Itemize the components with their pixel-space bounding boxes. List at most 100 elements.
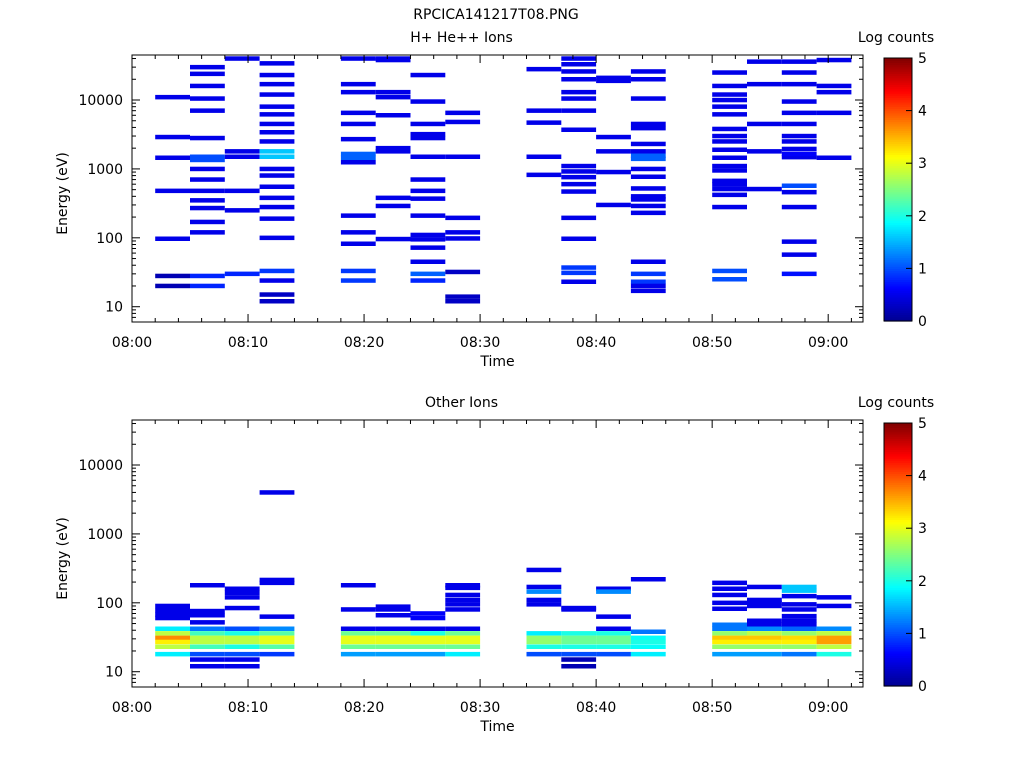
colorbar-segment (884, 174, 912, 177)
heatmap-cell (190, 166, 225, 172)
heatmap-cell (712, 277, 747, 282)
x-tick-label: 08:10 (228, 700, 268, 716)
heatmap-cell (712, 622, 747, 627)
heatmap-cell (816, 83, 852, 89)
heatmap-cell (190, 219, 225, 225)
colorbar-segment (884, 202, 912, 206)
heatmap-cell (190, 71, 225, 77)
colorbar-segment (884, 163, 912, 166)
colorbar-segment (884, 119, 912, 123)
y-tick-label: 1000 (87, 162, 123, 178)
heatmap-cell (561, 644, 597, 649)
colorbar-segment (884, 550, 912, 553)
colorbar-segment (884, 99, 912, 103)
colorbar-segment (884, 215, 912, 219)
heatmap-cell (445, 236, 481, 241)
colorbar-frame (883, 57, 913, 322)
heatmap-cell (259, 173, 295, 178)
heatmap-cell (340, 160, 376, 165)
heatmap-cell (259, 292, 295, 297)
colorbar-segment (884, 58, 912, 61)
heatmap-cell (561, 631, 597, 636)
panel-title: H+ He++ Ions (410, 30, 513, 46)
figure-title: RPCICA141217T08.PNG (413, 7, 578, 23)
heatmap-cell (259, 631, 295, 636)
heatmap-cell (340, 121, 376, 127)
heatmap-cell (224, 664, 260, 669)
heatmap-cell (410, 631, 446, 636)
heatmap-cell (410, 278, 446, 283)
colorbar-segment (884, 121, 912, 125)
heatmap-cell (747, 644, 782, 649)
heatmap-cells (155, 490, 852, 669)
heatmap-cell (561, 169, 597, 174)
heatmap-cell (190, 644, 225, 649)
heatmap-cell (712, 147, 747, 152)
heatmap-cell (747, 639, 782, 645)
heatmap-cell (190, 64, 225, 70)
heatmap-cell (781, 139, 817, 144)
colorbar-segment (884, 593, 912, 597)
heatmap-cell (747, 626, 782, 631)
heatmap-cell (224, 595, 260, 600)
heatmap-cell (190, 613, 225, 618)
heatmap-cell (410, 154, 446, 159)
heatmap-cell (816, 651, 852, 657)
heatmap-cell (526, 567, 562, 573)
heatmap-cell (712, 204, 747, 210)
colorbar-tick-label: 3 (918, 156, 927, 172)
heatmap-cell (712, 606, 747, 611)
colorbar-segment (884, 633, 912, 637)
colorbar-segment (884, 285, 912, 289)
heatmap-cell (410, 188, 446, 194)
heatmap-cell (630, 121, 666, 127)
heatmap-cell (259, 92, 295, 97)
colorbar-segment (884, 139, 912, 142)
heatmap-cell (781, 602, 817, 607)
heatmap-cell (712, 104, 747, 109)
colorbar-segment (884, 565, 912, 569)
heatmap-cell (190, 631, 225, 636)
heatmap-cell (340, 583, 376, 588)
heatmap-cell (816, 603, 852, 609)
colorbar-segment (884, 244, 912, 248)
heatmap-cell (445, 635, 481, 641)
heatmap-cell (445, 597, 481, 603)
heatmap-cell (224, 635, 260, 641)
colorbar-segment (884, 517, 912, 521)
heatmap-cell (410, 639, 446, 645)
colorbar-segment (884, 587, 912, 591)
heatmap-cell (259, 216, 295, 221)
heatmap-cell (259, 577, 295, 583)
heatmap-cell (747, 597, 782, 603)
heatmap-cell (375, 203, 411, 209)
heatmap-cell (630, 153, 666, 158)
colorbar-segment (884, 624, 912, 628)
heatmap-cell (375, 94, 411, 100)
heatmap-cell (781, 584, 817, 590)
colorbar-segment (884, 558, 912, 562)
heatmap-cell (781, 59, 817, 64)
heatmap-cell (781, 252, 817, 257)
colorbar-tick-label: 0 (918, 679, 927, 695)
heatmap-cell (259, 72, 295, 78)
heatmap-cell (816, 110, 852, 116)
colorbar-segment (884, 642, 912, 645)
heatmap-cell (712, 592, 747, 598)
heatmap-cell (630, 141, 666, 147)
colorbar-segment (884, 661, 912, 665)
x-tick-label: 08:30 (460, 700, 500, 716)
heatmap-cell (190, 664, 225, 669)
heatmap-cell (410, 611, 446, 616)
colorbar-segment (884, 106, 912, 110)
heatmap-cell (375, 236, 411, 242)
heatmap-cell (410, 131, 446, 137)
heatmap-cell (747, 603, 782, 609)
heatmap-cell (155, 626, 190, 631)
colorbar-segment (884, 104, 912, 107)
heatmap-cell (259, 299, 295, 304)
colorbar-segment (884, 60, 912, 63)
colorbar-segment (884, 668, 912, 672)
heatmap-cell (630, 69, 666, 74)
colorbar-segment (884, 154, 912, 158)
